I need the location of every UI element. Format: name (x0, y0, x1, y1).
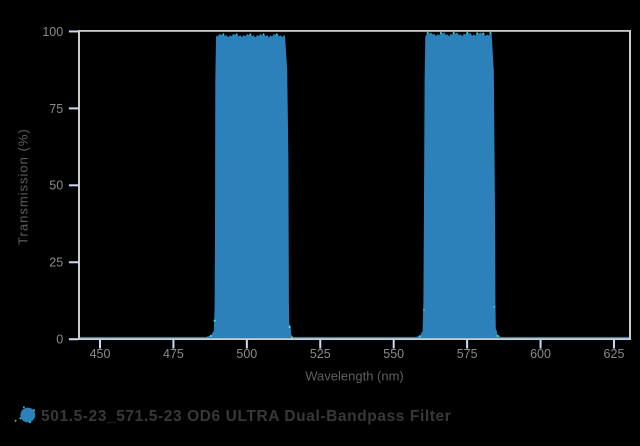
svg-text:100: 100 (42, 25, 63, 39)
svg-text:600: 600 (530, 347, 551, 361)
svg-text:475: 475 (163, 347, 184, 361)
svg-text:25: 25 (49, 256, 63, 270)
svg-text:501.5-23_571.5-23 OD6 ULTRA Du: 501.5-23_571.5-23 OD6 ULTRA Dual-Bandpas… (41, 408, 451, 425)
svg-text:625: 625 (604, 347, 625, 361)
svg-text:550: 550 (383, 347, 404, 361)
svg-text:50: 50 (49, 179, 63, 193)
svg-text:Transmission (%): Transmission (%) (16, 128, 31, 245)
svg-text:500: 500 (236, 347, 257, 361)
svg-text:75: 75 (49, 102, 63, 116)
svg-text:Wavelength (nm): Wavelength (nm) (305, 368, 404, 383)
svg-text:0: 0 (56, 333, 63, 347)
svg-text:450: 450 (90, 347, 111, 361)
svg-text:575: 575 (457, 347, 478, 361)
svg-text:525: 525 (310, 347, 331, 361)
